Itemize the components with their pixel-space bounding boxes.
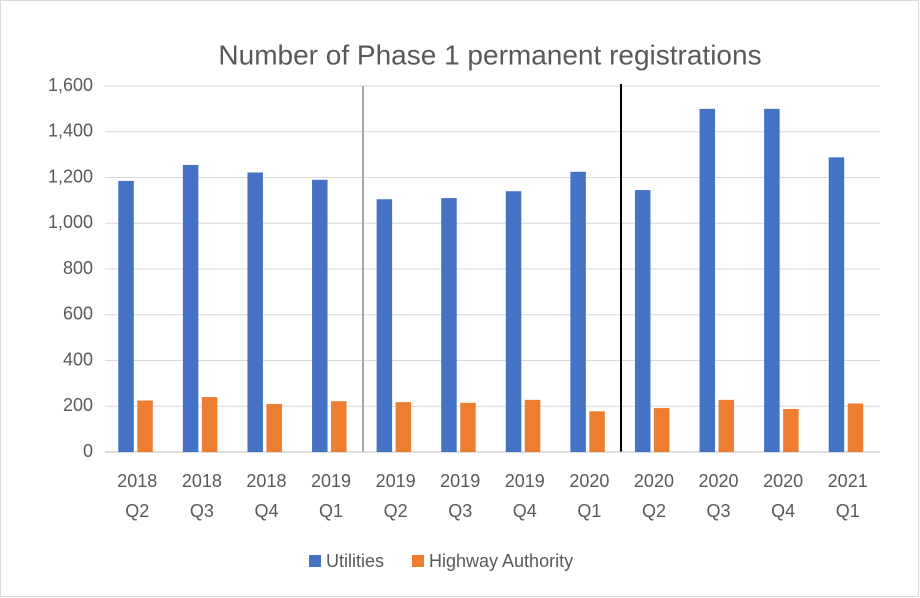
bar <box>828 157 845 452</box>
bar <box>653 408 670 452</box>
bar <box>589 411 605 452</box>
bar <box>847 403 864 452</box>
bar <box>718 399 735 452</box>
x-tick-label: 2020 Q4 <box>763 471 804 521</box>
bar <box>441 198 457 452</box>
bar <box>247 172 263 452</box>
bar <box>764 108 780 452</box>
legend-label: Utilities <box>326 551 384 571</box>
bar <box>201 397 218 452</box>
x-tick-label: 2020 Q1 <box>569 471 610 521</box>
bar <box>699 108 716 452</box>
x-tick-label: 2019 Q3 <box>440 471 481 521</box>
bar <box>137 400 153 452</box>
bar <box>570 171 586 452</box>
legend-swatch <box>309 555 321 567</box>
bar <box>395 402 412 452</box>
bar <box>331 401 347 452</box>
y-tick-label: 0 <box>83 441 93 461</box>
bar <box>634 190 651 453</box>
bar <box>376 199 393 452</box>
y-tick-label: 800 <box>63 258 93 278</box>
y-tick-label: 600 <box>63 304 93 324</box>
y-tick-label: 1,600 <box>48 75 93 95</box>
x-tick-label: 2020 Q3 <box>698 471 739 521</box>
bar <box>524 399 541 452</box>
bar <box>266 403 282 452</box>
x-tick-label: 2020 Q2 <box>633 471 674 521</box>
y-tick-label: 400 <box>63 349 93 369</box>
x-tick-label: 2021 Q1 <box>827 471 868 521</box>
y-tick-label: 1,000 <box>48 212 93 232</box>
bar <box>460 402 476 452</box>
legend-swatch <box>412 555 424 567</box>
x-tick-label: 2019 Q4 <box>504 471 545 521</box>
y-tick-label: 200 <box>63 395 93 415</box>
x-tick-label: 2018 Q3 <box>181 471 222 521</box>
bar <box>505 191 522 452</box>
bar <box>118 180 134 452</box>
legend-label: Highway Authority <box>429 551 573 571</box>
bar <box>182 164 199 452</box>
bar <box>783 408 799 452</box>
x-tick-label: 2019 Q2 <box>375 471 416 521</box>
y-tick-label: 1,200 <box>48 166 93 186</box>
chart-title: Number of Phase 1 permanent registration… <box>218 39 761 70</box>
x-tick-label: 2018 Q2 <box>117 471 158 521</box>
x-tick-label: 2018 Q4 <box>246 471 287 521</box>
y-tick-label: 1,400 <box>48 121 93 141</box>
bar <box>312 179 328 452</box>
x-tick-label: 2019 Q1 <box>311 471 352 521</box>
